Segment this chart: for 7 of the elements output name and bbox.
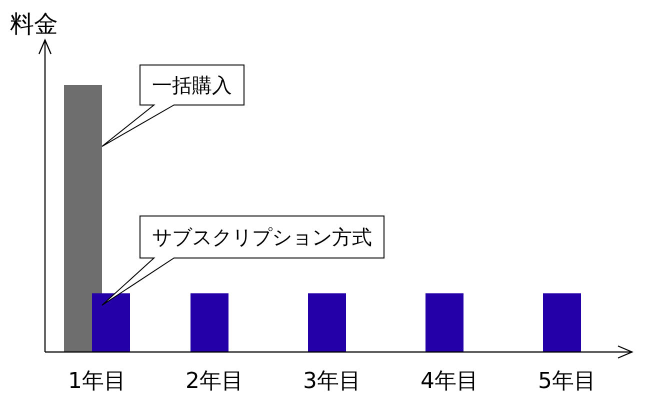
x-tick-label: 5年目 xyxy=(538,369,596,394)
x-tick-label: 4年目 xyxy=(420,369,478,394)
y-axis-title: 料金 xyxy=(10,10,58,38)
x-tick-label: 1年目 xyxy=(68,369,126,394)
x-tick-label: 3年目 xyxy=(303,369,361,394)
text: サブスクリプション方式 xyxy=(152,225,372,249)
x-tick-label: 2年目 xyxy=(186,369,244,394)
